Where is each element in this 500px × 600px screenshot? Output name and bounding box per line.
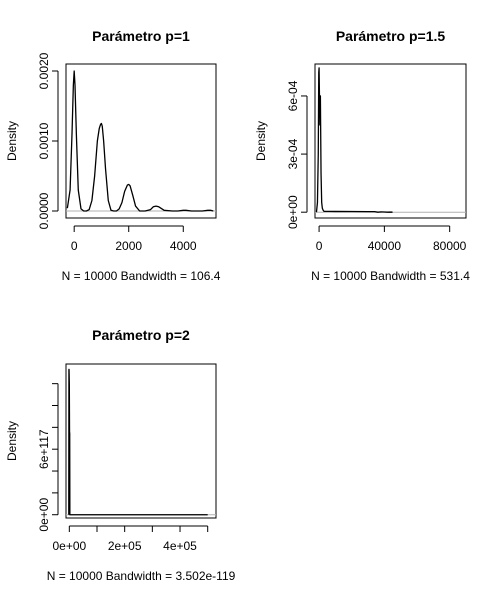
y-tick-label: 0.0020 [37,52,51,89]
x-tick-label: 2000 [115,239,142,253]
y-tick-label: 0e+00 [37,498,51,532]
plot-title: Parámetro p=1.5 [336,28,446,44]
x-tick-label: 80000 [433,239,467,253]
y-tick-label: 0.0010 [37,122,51,159]
y-tick-label: 3e-04 [286,138,300,169]
x-axis-label: N = 10000 Bandwidth = 531.4 [311,269,470,283]
y-axis-label: Density [254,121,268,161]
x-axis-label: N = 10000 Bandwidth = 106.4 [62,269,221,283]
x-tick-label: 2e+05 [108,539,142,553]
y-axis-label: Density [5,421,19,461]
plot-title: Parámetro p=2 [92,327,190,343]
plot-title: Parámetro p=1 [92,28,190,44]
y-tick-label: 0.0000 [37,192,51,229]
density-curve [315,67,393,213]
x-tick-label: 0 [316,239,323,253]
x-tick-label: 40000 [368,239,402,253]
x-tick-label: 0e+00 [52,539,86,553]
y-tick-label: 6e-04 [286,80,300,111]
y-axis-label: Density [5,121,19,161]
density-plot-2: Parámetro p=1.5 0 40000 80000 0e+00 3e-04 6e-0… [254,28,470,283]
x-tick-label: 4000 [170,239,197,253]
plot-frame [65,63,217,219]
density-curve [66,70,214,212]
y-tick-label: 0e+00 [286,195,300,229]
x-tick-label: 0 [71,239,78,253]
plot-frame [65,363,217,519]
x-axis-label: N = 10000 Bandwidth = 3.502e-119 [47,569,236,583]
density-plot-3: Parámetro p=2 0e+00 2e+05 4e+05 0e+00 6e+117 D… [5,327,236,583]
density-curve [68,368,208,516]
y-tick-label: 6e+117 [37,429,51,469]
plot-frame [314,63,467,219]
x-tick-label: 4e+05 [163,539,197,553]
density-plot-1: Parámetro p=1 0 2000 4000 0.0000 0.0010 0.0020… [5,28,221,283]
